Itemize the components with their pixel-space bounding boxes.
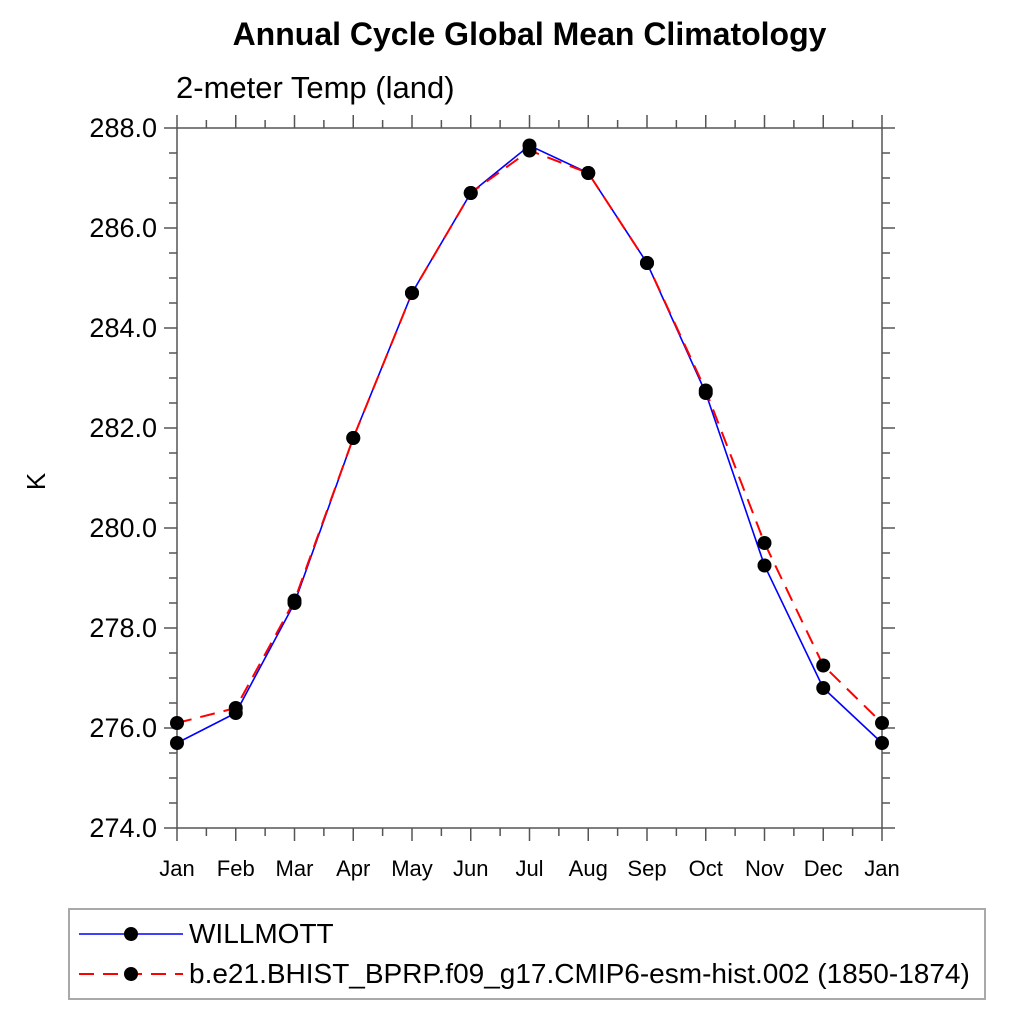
legend-marker-dot-icon <box>124 927 138 941</box>
data-point-series-0 <box>875 736 889 750</box>
x-tick-label: Jun <box>453 856 488 881</box>
legend-row-model: b.e21.BHIST_BPRP.f09_g17.CMIP6-esm-hist.… <box>75 954 984 994</box>
x-tick-label: Dec <box>804 856 843 881</box>
legend-sample-solid-line-icon <box>79 927 183 941</box>
legend-label-model: b.e21.BHIST_BPRP.f09_g17.CMIP6-esm-hist.… <box>189 958 970 989</box>
data-point-series-1 <box>698 383 713 398</box>
x-tick-label: Jul <box>515 856 543 881</box>
y-tick-label: 280.0 <box>89 513 157 543</box>
x-tick-label: Jan <box>864 856 899 881</box>
data-point-series-0 <box>816 681 831 695</box>
x-tick-label: May <box>391 856 433 881</box>
legend-label-willmott: WILLMOTT <box>189 918 334 949</box>
y-tick-label: 286.0 <box>89 213 157 243</box>
chart-title: Annual Cycle Global Mean Climatology <box>232 16 827 52</box>
y-tick-label: 276.0 <box>89 713 157 743</box>
x-tick-label: Oct <box>689 856 723 881</box>
data-point-series-0 <box>170 736 184 750</box>
data-point-series-1 <box>463 186 478 200</box>
y-tick-label: 278.0 <box>89 613 157 643</box>
legend-row-willmott: WILLMOTT <box>75 914 984 954</box>
series-line-1 <box>176 149 883 724</box>
y-tick-label: 284.0 <box>89 313 157 343</box>
y-tick-label: 274.0 <box>89 813 157 843</box>
chart-subtitle: 2-meter Temp (land) <box>176 70 455 105</box>
x-tick-label: Nov <box>745 856 784 881</box>
data-point-series-1 <box>522 143 537 158</box>
data-point-series-1 <box>640 256 654 270</box>
legend-marker-dot-icon <box>124 967 138 981</box>
data-point-series-1 <box>875 716 889 730</box>
data-point-series-1 <box>346 431 361 445</box>
x-tick-label: Mar <box>276 856 314 881</box>
legend-sample-dashed-line-icon <box>79 967 183 981</box>
data-point-series-1 <box>757 536 772 550</box>
series-line-0 <box>176 144 883 744</box>
y-tick-label: 282.0 <box>89 413 157 443</box>
x-tick-label: Aug <box>569 856 608 881</box>
x-tick-label: Apr <box>336 856 370 881</box>
legend: WILLMOTT b.e21.BHIST_BPRP.f09_g17.CMIP6-… <box>68 908 986 1000</box>
data-point-series-1 <box>581 166 596 180</box>
x-tick-label: Feb <box>217 856 255 881</box>
y-tick-label: 288.0 <box>89 113 157 143</box>
x-tick-label: Jan <box>159 856 194 881</box>
data-point-series-1 <box>405 286 419 300</box>
data-point-series-0 <box>757 558 772 573</box>
data-point-series-1 <box>816 658 831 673</box>
plot-frame <box>176 127 883 829</box>
x-tick-label: Sep <box>627 856 666 881</box>
data-point-series-1 <box>228 701 243 715</box>
data-point-series-1 <box>170 716 184 730</box>
data-point-series-1 <box>287 593 302 608</box>
